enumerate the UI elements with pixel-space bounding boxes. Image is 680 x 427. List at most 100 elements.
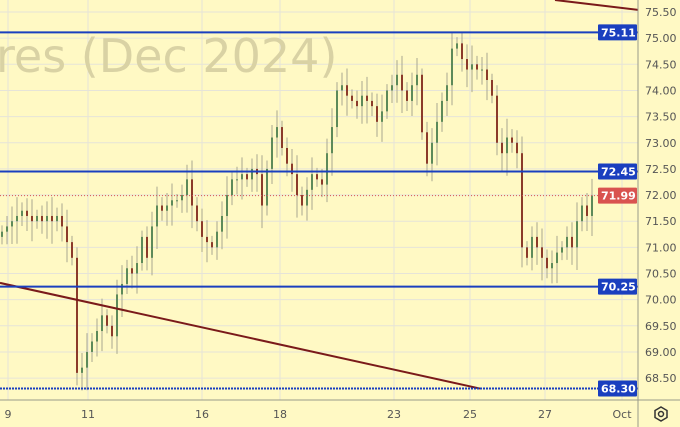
level-price-label: 75.11 — [601, 26, 636, 39]
level-price-tag — [598, 163, 637, 180]
candle-body — [411, 85, 413, 101]
candle-body — [481, 69, 483, 71]
candle-body — [206, 236, 208, 243]
trendline — [0, 281, 481, 390]
candle-body — [161, 205, 163, 211]
candle-body — [216, 231, 218, 248]
candle-body — [566, 236, 568, 248]
candle-body — [181, 195, 183, 201]
level-price-tag — [598, 24, 637, 41]
candle-body — [536, 236, 538, 248]
candle-body — [431, 142, 433, 164]
candle-body — [346, 85, 348, 96]
candle-body — [396, 74, 398, 86]
candle-body — [41, 215, 43, 222]
time-axis[interactable]: 9 11 16 18 23 25 27 Oct — [5, 408, 633, 421]
price-tick-label: 73.50 — [645, 111, 677, 124]
candle-body — [16, 215, 18, 222]
level-price-label: 70.25 — [601, 281, 636, 294]
candle-body — [101, 315, 103, 332]
price-tick-label: 70.50 — [645, 268, 677, 281]
candle-body — [21, 210, 23, 216]
price-tick-label: 69.50 — [645, 320, 677, 333]
candle-body — [321, 179, 323, 185]
candle-body — [81, 367, 83, 373]
grid — [0, 0, 638, 400]
candle-body — [586, 205, 588, 216]
gear-icon[interactable] — [654, 406, 668, 422]
candle-body — [501, 142, 503, 154]
candle-body — [126, 268, 128, 284]
candle-body — [261, 174, 263, 206]
candle-body — [281, 127, 283, 148]
candle-body — [451, 48, 453, 86]
candle-body — [426, 132, 428, 164]
candle-body — [361, 95, 363, 107]
candle-body — [366, 95, 368, 101]
candle-body — [416, 74, 418, 86]
candle-body — [211, 242, 213, 248]
candle-body — [476, 64, 478, 70]
candle-body — [191, 179, 193, 206]
candle-body — [576, 221, 578, 248]
candle-body — [96, 331, 98, 342]
candle-body — [461, 43, 463, 60]
time-tick-label: 9 — [5, 408, 12, 421]
candle-body — [301, 195, 303, 206]
candle-body — [106, 315, 108, 326]
candle-body — [296, 174, 298, 196]
candle-body — [36, 215, 38, 222]
candle-body — [136, 263, 138, 274]
price-tick-label: 68.50 — [645, 372, 677, 385]
candle-body — [491, 79, 493, 96]
candle-body — [111, 325, 113, 337]
candle-body — [1, 231, 3, 237]
candle-body — [71, 242, 73, 258]
candle-body — [336, 90, 338, 128]
candle-body — [546, 257, 548, 269]
candle-body — [551, 263, 553, 269]
candle-body — [231, 179, 233, 196]
candle-body — [151, 226, 153, 258]
price-tick-label: 75.50 — [645, 6, 677, 19]
candle-body — [341, 85, 343, 91]
candle-body — [436, 121, 438, 143]
candle-body — [406, 90, 408, 101]
candle-body — [391, 85, 393, 91]
candle-body — [571, 236, 573, 248]
candle-body — [561, 247, 563, 253]
candle-body — [226, 195, 228, 216]
candle-body — [156, 205, 158, 227]
candle-body — [116, 294, 118, 337]
candle-body — [526, 247, 528, 258]
price-tick-label: 74.50 — [645, 58, 677, 71]
price-tick-label: 70.00 — [645, 294, 677, 307]
candle-body — [376, 106, 378, 122]
candle-body — [421, 74, 423, 133]
last-price-tag — [598, 187, 637, 204]
candle-body — [556, 252, 558, 264]
watermark: res (Dec 2024) — [0, 29, 337, 83]
price-tick-label: 74.00 — [645, 84, 677, 97]
candle-body — [6, 226, 8, 232]
candle-body — [241, 174, 243, 180]
time-tick-label: 18 — [273, 408, 287, 421]
candle-body — [251, 168, 253, 180]
candle-body — [441, 100, 443, 122]
price-tick-label: 71.50 — [645, 215, 677, 228]
price-tick-label: 71.00 — [645, 241, 677, 254]
candle-body — [201, 221, 203, 237]
candle-body — [506, 137, 508, 154]
candle-body — [26, 210, 28, 216]
candle-body — [166, 205, 168, 211]
price-axis[interactable]: 68.50 69.00 69.50 70.00 70.50 71.00 71.50 72.00… — [645, 6, 677, 385]
candle-body — [66, 226, 68, 243]
candle-body — [76, 257, 78, 373]
time-tick-label: 16 — [195, 408, 209, 421]
candle-body — [266, 168, 268, 206]
candle-body — [271, 137, 273, 169]
candle-body — [291, 163, 293, 175]
time-tick-label: 27 — [538, 408, 552, 421]
candle-body — [171, 200, 173, 206]
